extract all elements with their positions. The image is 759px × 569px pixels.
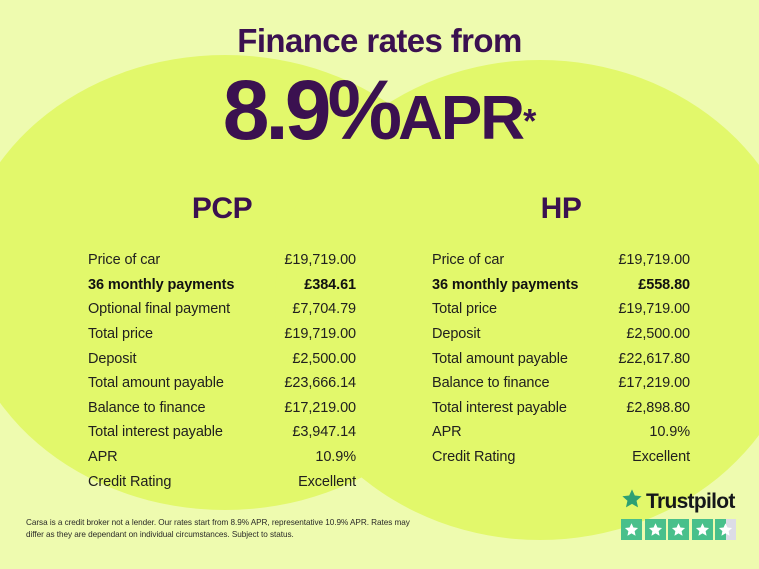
trustpilot-half-star-icon (715, 519, 736, 540)
row-label: Balance to finance (432, 375, 550, 392)
row-label: Total interest payable (88, 424, 223, 441)
row-label: Deposit (432, 326, 481, 343)
row-value: £17,219.00 (618, 375, 690, 392)
row-value: £3,947.14 (292, 424, 356, 441)
table-row: Price of car £19,719.00 (88, 248, 356, 273)
row-value: 10.9% (315, 449, 356, 466)
row-label: Total price (432, 301, 497, 318)
trustpilot-full-star-icon (691, 519, 713, 540)
row-value: Excellent (632, 449, 690, 466)
finance-table-pcp: Price of car £19,719.00 36 monthly payment… (88, 248, 356, 494)
apr-headline: 8.9%APR* (0, 62, 759, 159)
table-row: Total amount payable £22,617.80 (432, 346, 690, 371)
row-value: £7,704.79 (292, 301, 356, 318)
row-value: 10.9% (649, 424, 690, 441)
column-title-pcp: PCP (191, 192, 253, 225)
row-label: Total amount payable (88, 375, 224, 392)
table-row: Total amount payable £23,666.14 (88, 371, 356, 396)
row-value: £19,719.00 (284, 252, 356, 269)
row-value: £2,500.00 (626, 326, 690, 343)
column-title-hp: HP (540, 192, 582, 225)
trustpilot-star-rating (621, 519, 741, 540)
table-row: APR 10.9% (88, 445, 356, 470)
row-label: Price of car (88, 252, 161, 269)
row-value: £2,500.00 (292, 350, 356, 367)
page-headline: Finance rates from (237, 22, 522, 59)
trustpilot-full-star-icon (668, 519, 689, 540)
table-row: 36 monthly payments £384.61 (88, 273, 356, 298)
row-label: Price of car (432, 252, 505, 269)
row-value: £384.61 (304, 276, 356, 293)
apr-label: APR (398, 84, 525, 153)
row-label: 36 monthly payments (88, 276, 235, 293)
table-row: Total interest payable £3,947.14 (88, 420, 356, 445)
row-value: £23,666.14 (284, 375, 356, 392)
table-row: Optional final payment £7,704.79 (88, 297, 356, 322)
legal-disclaimer: Carsa is a credit broker not a lender. O… (26, 518, 410, 540)
row-label: Credit Rating (88, 473, 172, 490)
table-row: Deposit £2,500.00 (88, 346, 356, 371)
trustpilot-rating[interactable]: Trustpilot (621, 488, 741, 540)
row-label: Total amount payable (432, 350, 568, 367)
trustpilot-wordmark: Trustpilot (646, 489, 735, 513)
row-value: Excellent (298, 473, 356, 490)
trustpilot-full-star-icon (621, 519, 642, 540)
finance-column-hp: HP Price of car £19,719.00 36 monthly paym… (432, 192, 690, 469)
finance-table-hp: Price of car £19,719.00 36 monthly payment… (432, 248, 690, 469)
row-label: APR (88, 449, 118, 466)
table-row: APR 10.9% (432, 420, 690, 445)
row-label: Credit Rating (432, 449, 516, 466)
row-label: 36 monthly payments (432, 276, 579, 293)
table-row: Balance to finance £17,219.00 (88, 396, 356, 421)
apr-rate-value: 8.9% (222, 63, 402, 157)
trustpilot-full-star-icon (644, 519, 666, 540)
table-row: Price of car £19,719.00 (432, 248, 690, 273)
table-row: Balance to finance £17,219.00 (432, 371, 690, 396)
row-value: £19,719.00 (618, 301, 690, 318)
row-value: £17,219.00 (284, 399, 356, 416)
row-label: Total interest payable (432, 399, 567, 416)
row-label: Optional final payment (88, 301, 231, 318)
trustpilot-star-icon (621, 488, 643, 514)
row-value: £19,719.00 (284, 326, 356, 343)
table-row: Total price £19,719.00 (432, 297, 690, 322)
row-label: APR (432, 424, 462, 441)
table-row: Credit Rating Excellent (432, 445, 690, 470)
row-value: £19,719.00 (618, 252, 690, 269)
row-value: £2,898.80 (626, 399, 690, 416)
trustpilot-logo: Trustpilot (621, 488, 741, 514)
row-value: £22,617.80 (618, 350, 690, 367)
apr-asterisk: * (523, 102, 537, 141)
table-row: Credit Rating Excellent (88, 469, 356, 494)
finance-column-pcp: PCP Price of car £19,719.00 36 monthly pay… (88, 192, 356, 494)
row-value: £558.80 (638, 276, 690, 293)
row-label: Deposit (88, 350, 137, 367)
decorative-blob-right (275, 60, 759, 540)
table-row: Deposit £2,500.00 (432, 322, 690, 347)
row-label: Total price (88, 326, 153, 343)
row-label: Balance to finance (88, 399, 206, 416)
table-row: Total price £19,719.00 (88, 322, 356, 347)
table-row: Total interest payable £2,898.80 (432, 396, 690, 421)
table-row: 36 monthly payments £558.80 (432, 273, 690, 298)
